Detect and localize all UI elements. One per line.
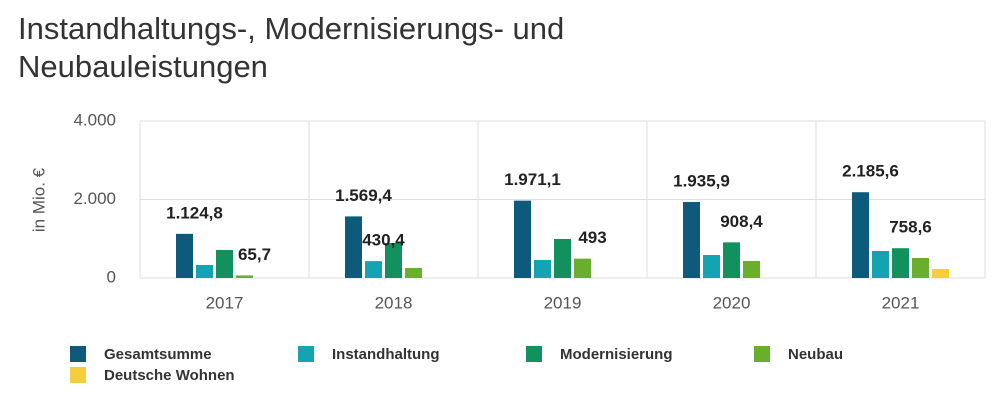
bar [872,250,889,278]
bar [852,192,869,278]
legend-swatch [70,367,86,383]
value-label: 493 [578,228,606,247]
bar [236,275,253,278]
y-tick-label: 2.000 [73,189,116,208]
x-tick-label: 2020 [713,293,751,312]
bar [385,242,402,278]
value-label: 908,4 [720,212,763,231]
y-tick-label: 0 [107,267,116,286]
value-label: 430,4 [362,231,405,250]
bar [176,233,193,278]
legend-label: Gesamtsumme [104,346,212,363]
bar [892,248,909,278]
value-label: 2.185,6 [842,162,899,181]
bar [345,216,362,278]
legend-swatch [70,346,86,362]
bar [554,238,571,278]
legend-label: Modernisierung [560,346,673,363]
x-tick-label: 2018 [375,293,413,312]
value-label: 1.569,4 [335,186,392,205]
bar [534,259,551,278]
bar [703,254,720,278]
bar [405,267,422,278]
x-tick-label: 2021 [882,293,920,312]
legend-swatch [298,346,314,362]
legend-label: Instandhaltung [332,346,440,363]
chart-title: Instandhaltungs-, Modernisierungs- und N… [18,11,565,84]
x-tick-label: 2017 [206,293,244,312]
bar [514,200,531,278]
bar [574,258,591,278]
value-label: 1.124,8 [166,203,223,222]
value-label: 1.971,1 [504,170,561,189]
legend-swatch [526,346,542,362]
bar [723,242,740,278]
legend-swatch [754,346,770,362]
bar [196,265,213,278]
bar [743,261,760,278]
y-axis-label: in Mio. € [29,167,48,232]
y-tick-label: 4.000 [73,110,116,129]
x-tick-label: 2019 [544,293,582,312]
bar [932,268,949,278]
bar [216,250,233,278]
value-label: 1.935,9 [673,172,730,191]
bar [365,261,382,278]
value-label: 65,7 [238,245,271,264]
bar [683,202,700,278]
value-label: 758,6 [889,218,932,237]
legend-label: Deutsche Wohnen [104,367,235,384]
bar [912,257,929,278]
legend-label: Neubau [788,346,843,363]
